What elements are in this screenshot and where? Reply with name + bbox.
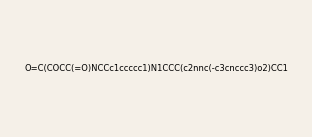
Text: O=C(COCC(=O)NCCc1ccccc1)N1CCC(c2nnc(-c3cnccc3)o2)CC1: O=C(COCC(=O)NCCc1ccccc1)N1CCC(c2nnc(-c3c… [24,64,288,73]
